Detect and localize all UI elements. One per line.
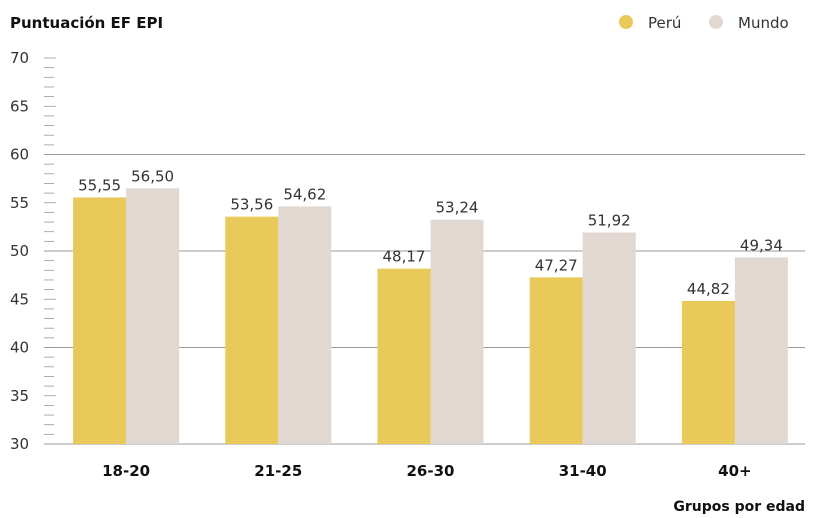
- x-tick-label: 26-30: [407, 462, 455, 480]
- y-tick-label: 45: [10, 290, 29, 308]
- y-tick-label: 35: [10, 387, 29, 405]
- data-label: 54,62: [283, 185, 326, 203]
- x-axis-ticks: 18-20 21-25 26-30 31-40 40+: [102, 462, 752, 480]
- bar-perú: [225, 216, 279, 444]
- bar-perú: [73, 197, 127, 444]
- y-tick-label: 55: [10, 194, 29, 212]
- bar-perú: [681, 300, 735, 444]
- bar-mundo: [126, 188, 180, 444]
- y-axis-ticks: 30 35 40 45 50 55 60 65 70: [10, 49, 29, 453]
- data-label: 55,55: [78, 176, 121, 194]
- y-tick-label: 65: [10, 97, 29, 115]
- x-tick-label: 21-25: [254, 462, 302, 480]
- data-label: 53,24: [436, 199, 479, 217]
- x-tick-label: 31-40: [559, 462, 607, 480]
- data-label: 44,82: [687, 280, 730, 298]
- bar-mundo: [582, 232, 636, 444]
- y-axis-title: Puntuación EF EPI: [10, 14, 163, 32]
- bar-perú: [377, 268, 431, 444]
- data-label: 48,17: [383, 248, 426, 266]
- y-tick-label: 40: [10, 339, 29, 357]
- legend-label: Perú: [648, 14, 681, 32]
- legend-swatch: [709, 15, 723, 29]
- bar-perú: [529, 277, 583, 444]
- x-tick-label: 40+: [718, 462, 751, 480]
- data-label: 56,50: [131, 167, 174, 185]
- legend-label: Mundo: [738, 14, 789, 32]
- data-label: 49,34: [740, 236, 783, 254]
- data-label: 53,56: [230, 196, 273, 214]
- bars: 55,55 56,50 53,56 54,62 48,17 53,24 47,27 51,92…: [73, 167, 788, 444]
- y-tick-label: 30: [10, 435, 29, 453]
- y-tick-label: 60: [10, 146, 29, 164]
- legend: Perú Mundo: [619, 14, 789, 32]
- bar-mundo: [278, 206, 332, 444]
- bar-mundo: [430, 219, 484, 444]
- bar-mundo: [734, 257, 788, 444]
- data-label: 51,92: [588, 211, 631, 229]
- legend-swatch: [619, 15, 633, 29]
- y-axis-minor-ticks: [44, 57, 56, 445]
- y-tick-label: 50: [10, 242, 29, 260]
- data-label: 47,27: [535, 256, 578, 274]
- x-tick-label: 18-20: [102, 462, 150, 480]
- x-axis-title: Grupos por edad: [673, 499, 805, 515]
- y-tick-label: 70: [10, 49, 29, 67]
